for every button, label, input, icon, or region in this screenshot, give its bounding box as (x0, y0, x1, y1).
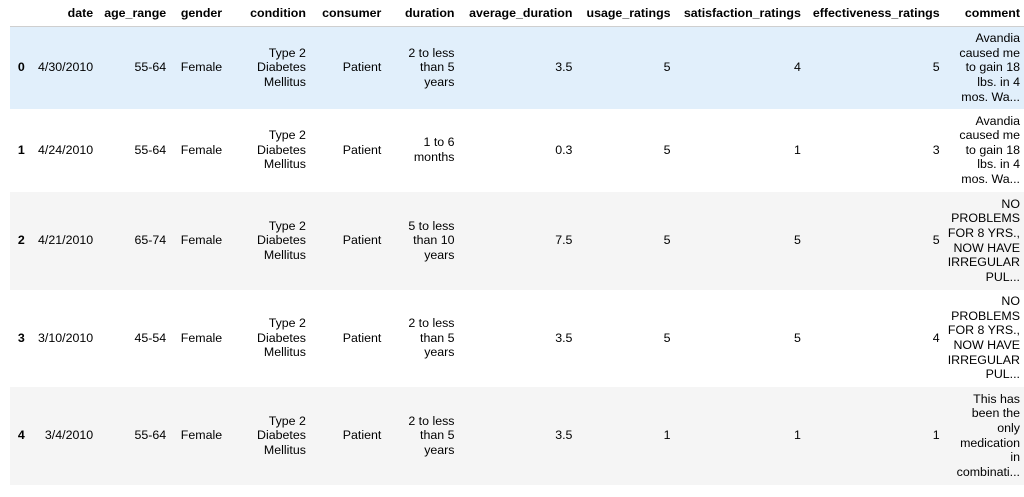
cell-satisfaction-ratings: 5 (793, 233, 801, 248)
table-row: 1 4/24/2010 55-64 Female Type 2 Diabetes… (10, 108, 1024, 192)
cell-average-duration: 3.5 (555, 60, 573, 75)
cell-gender: Female (180, 233, 223, 248)
cell-satisfaction-ratings: 1 (793, 142, 801, 157)
cell-consumer: Patient (342, 60, 382, 75)
cell-duration: 2 to less than 5 years (408, 413, 455, 457)
cell-consumer: Patient (342, 142, 382, 157)
cell-age-range: 45-54 (134, 330, 167, 345)
cell-effectiveness-ratings: 5 (932, 60, 940, 75)
column-header-usage-ratings: usage_ratings (576, 0, 675, 27)
cell-date: 3/4/2010 (44, 428, 94, 443)
cell-satisfaction-ratings: 4 (793, 60, 801, 75)
cell-consumer: Patient (342, 428, 382, 443)
cell-effectiveness-ratings: 3 (932, 142, 940, 157)
index-header (10, 0, 29, 27)
column-header-duration: duration (385, 0, 459, 27)
header-row: date age_range gender condition consumer… (10, 0, 1024, 27)
cell-duration: 2 to less than 5 years (408, 45, 455, 90)
row-index: 0 (17, 60, 25, 75)
cell-comment: NO PROBLEMS FOR 8 YRS., NOW HAVE IRREGUL… (947, 294, 1020, 382)
cell-usage-ratings: 5 (663, 330, 671, 345)
table-row: 0 4/30/2010 55-64 Female Type 2 Diabetes… (10, 26, 1024, 109)
column-header-effectiveness-ratings: effectiveness_ratings (804, 0, 944, 27)
cell-gender: Female (180, 330, 223, 345)
cell-satisfaction-ratings: 1 (793, 428, 801, 443)
cell-condition: Type 2 Diabetes Mellitus (257, 316, 306, 360)
cell-consumer: Patient (342, 330, 382, 345)
cell-duration: 5 to less than 10 years (408, 218, 455, 262)
row-index: 4 (17, 428, 25, 443)
cell-condition: Type 2 Diabetes Mellitus (257, 218, 306, 262)
cell-condition: Type 2 Diabetes Mellitus (257, 413, 306, 457)
column-header-condition: condition (226, 0, 310, 27)
table-row: 4 3/4/2010 55-64 Female Type 2 Diabetes … (10, 386, 1024, 485)
column-header-comment: comment (943, 0, 1024, 27)
column-header-satisfaction-ratings: satisfaction_ratings (674, 0, 805, 27)
cell-gender: Female (180, 428, 223, 443)
row-index: 3 (17, 330, 25, 345)
cell-comment: Avandia caused me to gain 18 lbs. in 4 m… (959, 113, 1020, 186)
cell-effectiveness-ratings: 5 (932, 233, 940, 248)
cell-age-range: 65-74 (134, 233, 167, 248)
row-index: 1 (17, 142, 25, 157)
cell-gender: Female (180, 142, 223, 157)
cell-age-range: 55-64 (134, 428, 167, 443)
column-header-average-duration: average_duration (458, 0, 577, 27)
cell-effectiveness-ratings: 1 (932, 428, 940, 443)
cell-gender: Female (180, 60, 223, 75)
cell-consumer: Patient (342, 233, 382, 248)
column-header-gender: gender (170, 0, 227, 27)
dataframe-table: date age_range gender condition consumer… (10, 0, 1024, 485)
cell-comment: Avandia caused me to gain 18 lbs. in 4 m… (959, 31, 1020, 104)
cell-date: 4/24/2010 (38, 142, 94, 157)
cell-average-duration: 0.3 (555, 142, 573, 157)
cell-age-range: 55-64 (134, 142, 167, 157)
column-header-age-range: age_range (97, 0, 171, 27)
cell-usage-ratings: 5 (663, 233, 671, 248)
cell-duration: 2 to less than 5 years (408, 316, 455, 360)
cell-condition: Type 2 Diabetes Mellitus (257, 45, 306, 90)
table-row: 2 4/21/2010 65-74 Female Type 2 Diabetes… (10, 191, 1024, 290)
cell-usage-ratings: 5 (663, 142, 671, 157)
cell-date: 3/10/2010 (38, 330, 94, 345)
cell-comment: NO PROBLEMS FOR 8 YRS., NOW HAVE IRREGUL… (947, 196, 1020, 284)
column-header-date: date (28, 0, 98, 27)
cell-average-duration: 3.5 (555, 428, 573, 443)
cell-effectiveness-ratings: 4 (932, 330, 940, 345)
table-row: 3 3/10/2010 45-54 Female Type 2 Diabetes… (10, 289, 1024, 387)
cell-average-duration: 7.5 (555, 233, 573, 248)
cell-age-range: 55-64 (134, 60, 167, 75)
cell-condition: Type 2 Diabetes Mellitus (257, 128, 306, 172)
cell-average-duration: 3.5 (555, 330, 573, 345)
cell-usage-ratings: 5 (663, 60, 671, 75)
cell-date: 4/21/2010 (38, 233, 94, 248)
cell-date: 4/30/2010 (38, 60, 94, 75)
row-index: 2 (17, 233, 25, 248)
column-header-consumer: consumer (309, 0, 386, 27)
cell-comment: This has been the only medication in com… (956, 391, 1020, 479)
cell-duration: 1 to 6 months (413, 135, 455, 164)
cell-usage-ratings: 1 (663, 428, 671, 443)
cell-satisfaction-ratings: 5 (793, 330, 801, 345)
